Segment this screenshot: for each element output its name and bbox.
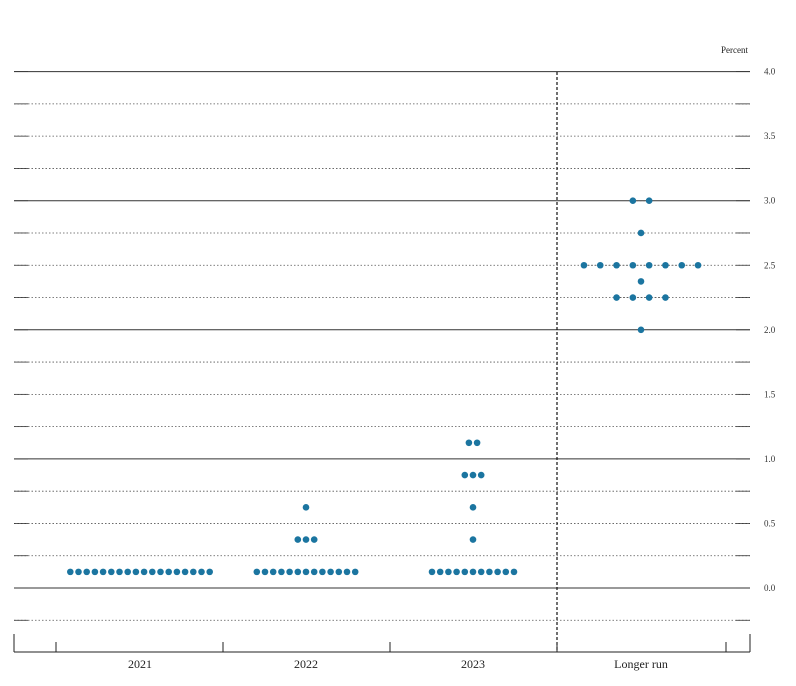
participant-dot <box>637 326 645 334</box>
participant-dot <box>99 568 107 576</box>
participant-dot <box>645 197 653 204</box>
participant-dot <box>319 568 326 576</box>
participant-dot <box>149 568 156 576</box>
participant-dot <box>477 568 485 576</box>
participant-dot <box>108 568 115 576</box>
participant-dot <box>613 294 620 301</box>
participant-dot <box>596 261 604 269</box>
participant-dot <box>580 261 588 269</box>
participant-dot <box>453 568 460 576</box>
participant-dot <box>428 568 436 576</box>
y-tick-label: 2.0 <box>764 325 776 335</box>
participant-dot <box>181 568 189 576</box>
participant-dot <box>494 568 501 576</box>
y-tick-label: 4.0 <box>764 67 776 77</box>
participant-dot <box>465 439 473 447</box>
participant-dot <box>469 536 477 543</box>
participant-dot <box>473 439 481 447</box>
participant-dot <box>310 536 318 543</box>
participant-dot <box>190 568 197 576</box>
participant-dot <box>502 568 510 576</box>
participant-dot <box>165 568 172 576</box>
participant-dot <box>269 568 277 576</box>
participant-dot <box>286 568 293 576</box>
participant-dot <box>662 294 669 301</box>
participant-dot <box>327 568 334 576</box>
participant-dot <box>629 197 637 204</box>
participant-dot <box>629 261 637 269</box>
participant-dot <box>198 568 205 576</box>
y-axis: 4.0 3.5 3.0 2.5 2.0 1.5 1.0 0.5 0.0 <box>764 67 776 593</box>
participant-dot <box>469 471 477 479</box>
participant-dot <box>261 568 269 576</box>
participant-dot <box>140 568 148 576</box>
y-tick-label: 2.5 <box>764 260 776 270</box>
unit-label: Percent <box>721 45 748 55</box>
participant-dot <box>694 261 702 269</box>
participant-dot <box>445 568 452 576</box>
participant-dot <box>302 504 310 511</box>
participant-dot <box>75 568 82 576</box>
participant-dot <box>469 504 477 511</box>
participant-dot <box>629 294 637 301</box>
participant-dot <box>678 261 686 269</box>
participant-dot <box>645 261 653 269</box>
participant-dot <box>278 568 285 576</box>
participant-dot <box>302 536 310 543</box>
gridlines <box>14 71 750 621</box>
participant-dot <box>294 568 302 576</box>
participant-dot <box>461 568 469 576</box>
y-tick-label: 1.0 <box>764 454 776 464</box>
x-tick-label: 2023 <box>461 657 485 671</box>
participant-dot <box>486 568 493 576</box>
participant-dot <box>335 568 343 576</box>
participant-dot <box>461 471 469 479</box>
y-tick-label: 3.5 <box>764 131 776 141</box>
participant-dot <box>206 568 213 576</box>
participant-dot <box>302 568 310 576</box>
participant-dot <box>662 261 669 269</box>
participant-dot <box>637 229 645 237</box>
x-tick-label: 2022 <box>294 657 318 671</box>
participant-dot <box>645 294 653 301</box>
dots-layer <box>67 197 702 576</box>
participant-dot <box>116 568 123 576</box>
participant-dot <box>477 471 485 479</box>
x-tick-label: 2021 <box>128 657 152 671</box>
participant-dot <box>67 568 74 576</box>
participant-dot <box>173 568 181 576</box>
participant-dot <box>436 568 444 576</box>
participant-dot <box>613 261 620 269</box>
y-tick-label: 0.0 <box>764 583 776 593</box>
participant-dot <box>124 568 131 576</box>
y-tick-label: 3.0 <box>764 196 776 206</box>
participant-dot <box>132 568 140 576</box>
participant-dot <box>157 568 164 576</box>
y-tick-label: 0.5 <box>764 518 776 528</box>
participant-dot <box>83 568 90 576</box>
x-tick-label: Longer run <box>614 657 668 671</box>
y-tick-label: 1.5 <box>764 389 776 399</box>
participant-dot <box>343 568 351 576</box>
participant-dot <box>510 568 518 576</box>
participant-dot <box>469 568 477 576</box>
participant-dot <box>294 536 302 543</box>
participant-dot <box>253 568 261 576</box>
participant-dot <box>637 278 645 285</box>
participant-dot <box>91 568 99 576</box>
x-axis: 2021 2022 2023 Longer run <box>13 72 751 671</box>
participant-dot <box>351 568 359 576</box>
participant-dot <box>310 568 318 576</box>
